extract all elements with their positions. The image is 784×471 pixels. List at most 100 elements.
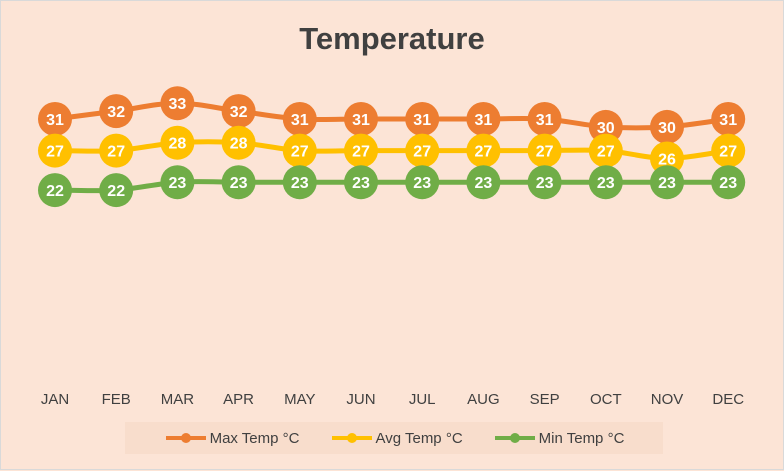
data-point bbox=[282, 165, 317, 200]
data-label: 31 bbox=[352, 112, 370, 129]
data-point bbox=[344, 102, 378, 136]
data-label: 22 bbox=[46, 183, 64, 200]
data-point bbox=[711, 102, 746, 136]
data-point bbox=[466, 165, 501, 200]
data-point bbox=[711, 165, 746, 200]
data-point bbox=[38, 102, 72, 136]
data-point bbox=[466, 102, 501, 136]
data-label: 23 bbox=[169, 175, 187, 192]
x-tick-label: DEC bbox=[712, 391, 744, 408]
data-point bbox=[282, 102, 317, 136]
data-label: 28 bbox=[230, 136, 248, 153]
legend-label: Max Temp °C bbox=[209, 429, 300, 447]
data-label: 23 bbox=[658, 175, 676, 192]
x-tick-label: JUL bbox=[409, 391, 436, 408]
data-label: 22 bbox=[107, 183, 125, 200]
data-point bbox=[650, 165, 684, 200]
series-line bbox=[52, 100, 731, 131]
legend-item: Min Temp °C bbox=[493, 429, 625, 447]
data-label: 31 bbox=[719, 112, 737, 129]
data-point bbox=[221, 165, 256, 200]
data-point bbox=[38, 173, 72, 208]
series-line bbox=[52, 139, 731, 162]
data-point bbox=[99, 173, 134, 208]
data-point bbox=[160, 125, 195, 160]
data-label: 23 bbox=[230, 175, 248, 192]
data-label: 30 bbox=[658, 120, 676, 137]
legend-label: Min Temp °C bbox=[538, 429, 625, 447]
data-label: 32 bbox=[107, 104, 125, 121]
data-point bbox=[405, 102, 440, 136]
data-point bbox=[405, 133, 440, 168]
data-label: 23 bbox=[291, 175, 309, 192]
data-point bbox=[38, 133, 72, 168]
data-label: 26 bbox=[658, 152, 676, 169]
x-tick-label: SEP bbox=[530, 391, 560, 408]
data-point bbox=[711, 133, 746, 168]
data-label: 31 bbox=[475, 112, 493, 129]
data-point bbox=[588, 109, 623, 144]
data-label: 31 bbox=[291, 112, 309, 129]
x-tick-label: JAN bbox=[41, 391, 69, 408]
data-point bbox=[160, 165, 195, 200]
x-tick-label: FEB bbox=[102, 391, 131, 408]
legend-item: Max Temp °C bbox=[164, 430, 300, 447]
legend: Max Temp °C Avg Temp °C Min Temp °C bbox=[125, 422, 663, 454]
data-label: 31 bbox=[536, 112, 554, 129]
data-label: 23 bbox=[719, 175, 737, 192]
data-point bbox=[588, 165, 623, 200]
data-label: 33 bbox=[169, 96, 187, 113]
data-label: 31 bbox=[46, 112, 64, 129]
data-label: 27 bbox=[291, 144, 309, 161]
data-point bbox=[466, 133, 501, 168]
data-point bbox=[344, 133, 378, 168]
data-label: 27 bbox=[597, 144, 615, 161]
data-label: 31 bbox=[413, 112, 431, 129]
data-point bbox=[650, 109, 684, 144]
data-point bbox=[221, 94, 256, 129]
data-point bbox=[221, 125, 256, 160]
data-label: 27 bbox=[719, 144, 737, 161]
chart-title: Temperature bbox=[299, 21, 485, 56]
legend-swatch bbox=[165, 433, 206, 443]
data-point bbox=[282, 133, 317, 168]
data-point bbox=[588, 133, 623, 168]
x-tick-label: MAR bbox=[161, 391, 195, 408]
legend-item: Avg Temp °C bbox=[330, 430, 463, 447]
x-tick-label: AUG bbox=[467, 391, 500, 408]
data-point bbox=[527, 165, 562, 200]
data-label: 23 bbox=[475, 175, 493, 192]
series-line bbox=[52, 179, 731, 194]
data-point bbox=[650, 141, 684, 176]
data-point bbox=[405, 165, 440, 200]
data-label: 27 bbox=[107, 144, 125, 161]
data-label: 32 bbox=[230, 104, 248, 121]
data-point bbox=[160, 86, 195, 121]
data-label: 27 bbox=[352, 144, 370, 161]
data-label: 23 bbox=[536, 175, 554, 192]
x-tick-label: JUN bbox=[346, 391, 375, 408]
x-tick-label: OCT bbox=[590, 391, 622, 408]
x-tick-label: MAY bbox=[284, 391, 315, 408]
data-label: 28 bbox=[169, 136, 187, 153]
data-point bbox=[99, 133, 134, 168]
data-label: 27 bbox=[413, 144, 431, 161]
data-point bbox=[99, 94, 134, 129]
data-label: 27 bbox=[46, 144, 64, 161]
legend-swatch bbox=[331, 433, 372, 443]
data-label: 27 bbox=[536, 144, 554, 161]
data-point bbox=[344, 165, 378, 200]
data-label: 30 bbox=[597, 120, 615, 137]
legend-swatch bbox=[494, 433, 535, 443]
data-label: 23 bbox=[352, 175, 370, 192]
data-label: 23 bbox=[597, 175, 615, 192]
x-tick-label: APR bbox=[223, 391, 254, 408]
data-label: 27 bbox=[475, 144, 493, 161]
data-point bbox=[527, 133, 562, 168]
data-label: 23 bbox=[413, 175, 431, 192]
data-point bbox=[527, 102, 562, 136]
legend-label: Avg Temp °C bbox=[375, 429, 463, 447]
x-tick-label: NOV bbox=[651, 391, 684, 408]
